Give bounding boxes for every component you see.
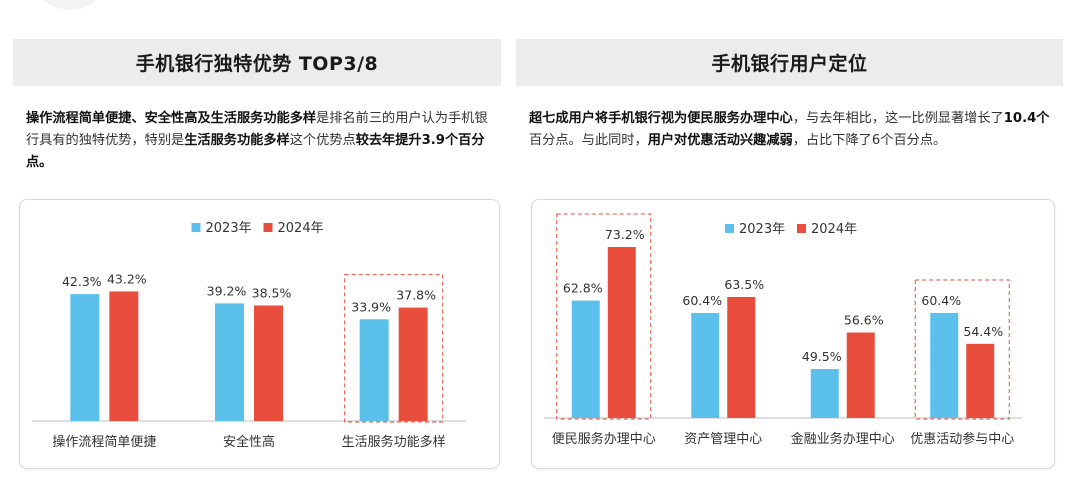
description-segment: 是排名前三的用户认为手机银行具有的独特优势，特别是	[26, 111, 488, 148]
data-label: 38.5%	[252, 286, 292, 301]
category-label: 优惠活动参与中心	[910, 431, 1014, 447]
bar-2024年-金融业务办理中心	[846, 332, 875, 418]
highlight-box	[556, 213, 652, 420]
bar-2023年-操作流程简单便捷	[70, 294, 100, 421]
description-segment: 较去年提升3.9个百分点。	[26, 133, 485, 170]
right-panel-title: 手机银行用户定位	[516, 39, 1063, 86]
left-panel-description: 操作流程简单便捷、安全性高及生活服务功能多样是排名前三的用户认为手机银行具有的独…	[26, 108, 493, 174]
legend-label: 2024年	[278, 221, 324, 236]
legend-swatch-2023年	[725, 224, 734, 233]
bar-2024年-生活服务功能多样	[398, 307, 428, 421]
legend-swatch-2023年	[191, 223, 201, 232]
highlight-box	[344, 274, 444, 423]
bar-2023年-资产管理中心	[691, 312, 720, 418]
data-label: 63.5%	[724, 277, 764, 292]
data-label: 42.3%	[62, 274, 102, 289]
data-label: 62.8%	[563, 281, 603, 296]
left-panel-title: 手机银行独特优势 TOP3/8	[13, 39, 501, 86]
data-label: 33.9%	[351, 299, 391, 314]
description-segment: ，与去年相比，这一比例显著增长了	[792, 111, 1004, 126]
right-panel-description: 超七成用户将手机银行视为便民服务办理中心，与去年相比，这一比例显著增长了10.4…	[529, 108, 1055, 152]
highlight-box	[914, 279, 1010, 420]
description-segment: 生活服务功能多样	[184, 133, 290, 148]
legend-label: 2024年	[811, 222, 857, 237]
right-bar-chart: 2023年 2024年62.8%73.2%便民服务办理中心60.4%63.5%资产…	[544, 213, 1022, 447]
bar-2024年-资产管理中心	[727, 296, 756, 418]
bar-2024年-操作流程简单便捷	[109, 291, 139, 421]
description-segment: 这个优势点	[289, 133, 356, 148]
category-label: 操作流程简单便捷	[52, 434, 156, 450]
legend-swatch-2024年	[797, 224, 806, 233]
description-segment: 百分点。与此同时，	[529, 133, 648, 148]
bar-2023年-金融业务办理中心	[810, 369, 839, 418]
bar-2024年-优惠活动参与中心	[966, 343, 995, 418]
legend-label: 2023年	[206, 221, 252, 236]
bar-2023年-便民服务办理中心	[571, 300, 600, 418]
bar-2023年-生活服务功能多样	[359, 319, 389, 421]
right-chart-card: 2023年 2024年 62.8% 73.2% 便民服务办理中心 60.4% 63.5% 资产…	[531, 199, 1055, 469]
data-label: 60.4%	[682, 293, 722, 308]
bar-2023年-安全性高	[215, 303, 244, 421]
decorative-blob	[40, 0, 100, 10]
data-label: 37.8%	[396, 288, 436, 303]
bar-2024年-便民服务办理中心	[607, 247, 636, 418]
description-segment: 超七成用户将手机银行视为便民服务办理中心	[529, 111, 793, 126]
category-label: 便民服务办理中心	[552, 431, 656, 447]
left-bar-chart: 2023年 2024年 42.3% 43.2% 操作流程简单便捷 39.2% 38.5% 安全…	[32, 221, 466, 450]
category-label: 安全性高	[223, 434, 275, 450]
data-label: 54.4%	[963, 324, 1003, 339]
bar-2023年-优惠活动参与中心	[930, 312, 959, 418]
data-label: 73.2%	[605, 227, 645, 242]
data-label: 43.2%	[107, 271, 147, 286]
description-segment: 用户对优惠活动兴趣减弱	[647, 133, 793, 148]
bar-2024年-安全性高	[254, 305, 283, 421]
data-label: 49.5%	[802, 349, 842, 364]
description-segment: ，占比下降了6个百分点。	[792, 133, 947, 148]
category-label: 资产管理中心	[684, 432, 762, 447]
legend-swatch-2024年	[263, 223, 273, 232]
data-label: 39.2%	[207, 283, 247, 298]
legend-label: 2023年	[739, 222, 785, 237]
description-segment: 操作流程简单便捷、安全性高及生活服务功能多样	[26, 111, 317, 126]
data-label: 60.4%	[921, 293, 961, 308]
description-segment: 10.4个	[1003, 111, 1050, 126]
category-label: 生活服务功能多样	[342, 434, 446, 450]
left-chart-card: 2023年 2024年 42.3% 43.2% 操作流程简单便捷 39.2% 38.5% 安全…	[19, 199, 500, 469]
category-label: 金融业务办理中心	[791, 431, 895, 447]
data-label: 56.6%	[844, 313, 884, 328]
